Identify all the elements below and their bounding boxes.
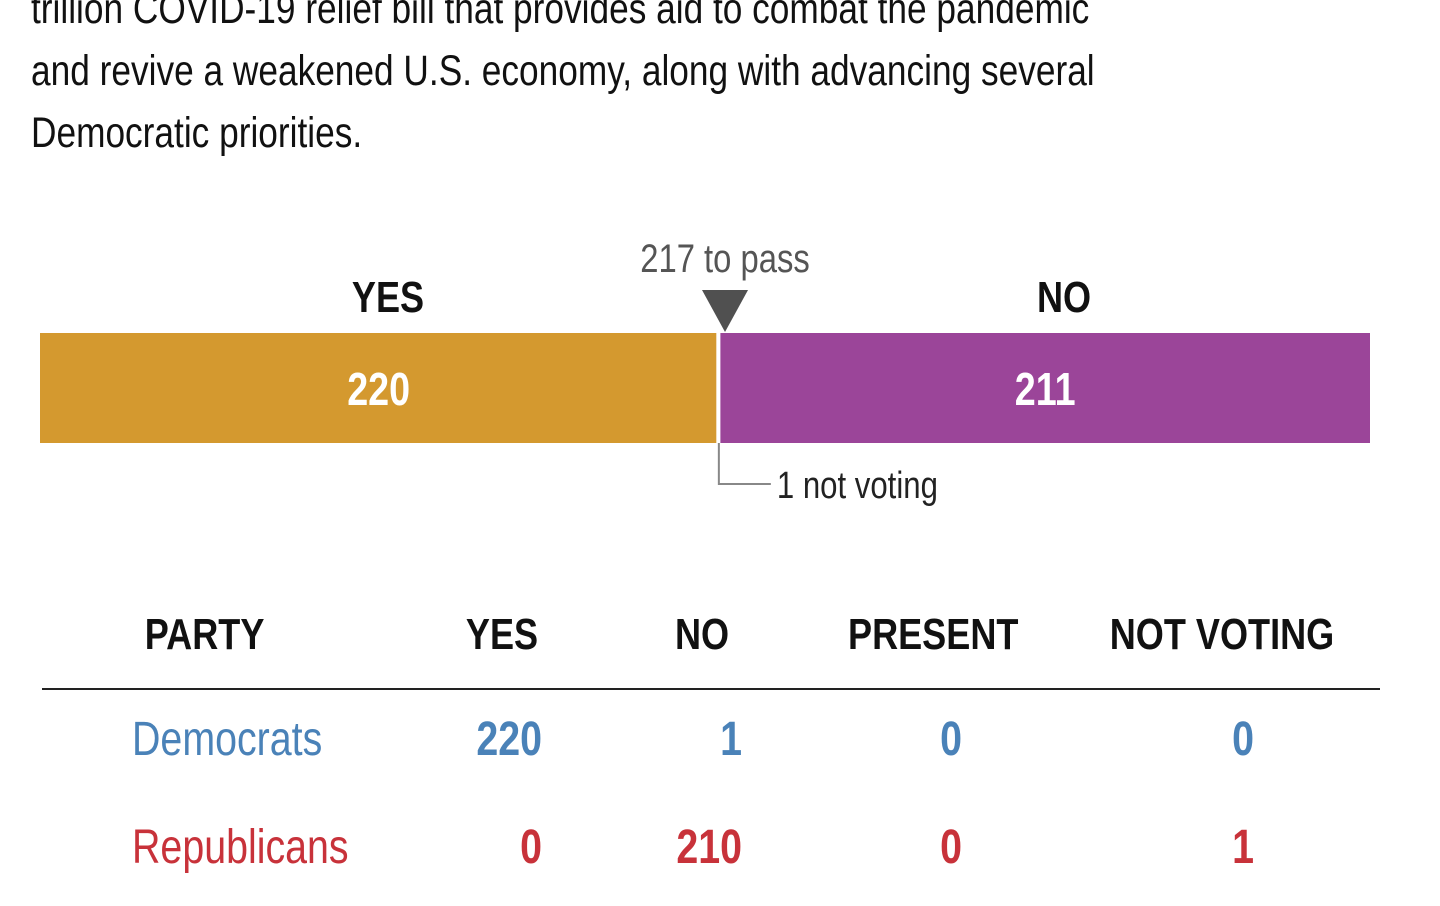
not-voting-count: 0: [1232, 713, 1254, 766]
present-count: 0: [940, 821, 962, 874]
threshold-label: 217 to pass: [640, 236, 810, 281]
no-label: NO: [1037, 273, 1091, 322]
description-line: Democratic priorities.: [31, 109, 363, 157]
header-no: NO: [674, 610, 730, 659]
table-row: Republicans 0 210 0 1: [42, 798, 1380, 906]
not-voting-label: 1 not voting: [777, 465, 938, 507]
table-header: PARTY YES NO PRESENT NOT VOTING: [42, 600, 1380, 690]
header-party: PARTY: [144, 610, 265, 659]
present-count: 0: [940, 713, 962, 766]
yes-bar: [40, 333, 717, 443]
threshold-marker: [702, 290, 749, 332]
table-row: Democrats 220 1 0 0: [42, 690, 1380, 798]
header-yes: YES: [465, 610, 539, 659]
yes-label: YES: [352, 273, 424, 322]
no-count: 1: [720, 713, 742, 766]
header-present: PRESENT: [848, 610, 1019, 659]
description-line: trillion COVID-19 relief bill that provi…: [31, 0, 1090, 33]
header-not-voting: NOT VOTING: [1109, 610, 1335, 659]
description-line: and revive a weakened U.S. economy, alon…: [31, 47, 1095, 95]
not-voting-count: 1: [1232, 821, 1254, 874]
no-count: 210: [676, 821, 742, 874]
not-voting-leader-line: [717, 443, 771, 485]
party-name: Democrats: [132, 713, 323, 766]
description: trillion COVID-19 relief bill that provi…: [31, 0, 1097, 164]
no-value-label: 211: [1015, 363, 1076, 414]
yes-count: 220: [476, 713, 542, 766]
yes-value-label: 220: [347, 363, 410, 414]
no-bar: [720, 333, 1370, 443]
vote-chart: YES NO 217 to pass 220 211 1 not voting: [40, 236, 1370, 507]
vote-table: PARTY YES NO PRESENT NOT VOTING Democrat…: [42, 600, 1380, 906]
yes-count: 0: [520, 821, 542, 874]
party-name: Republicans: [132, 821, 349, 874]
